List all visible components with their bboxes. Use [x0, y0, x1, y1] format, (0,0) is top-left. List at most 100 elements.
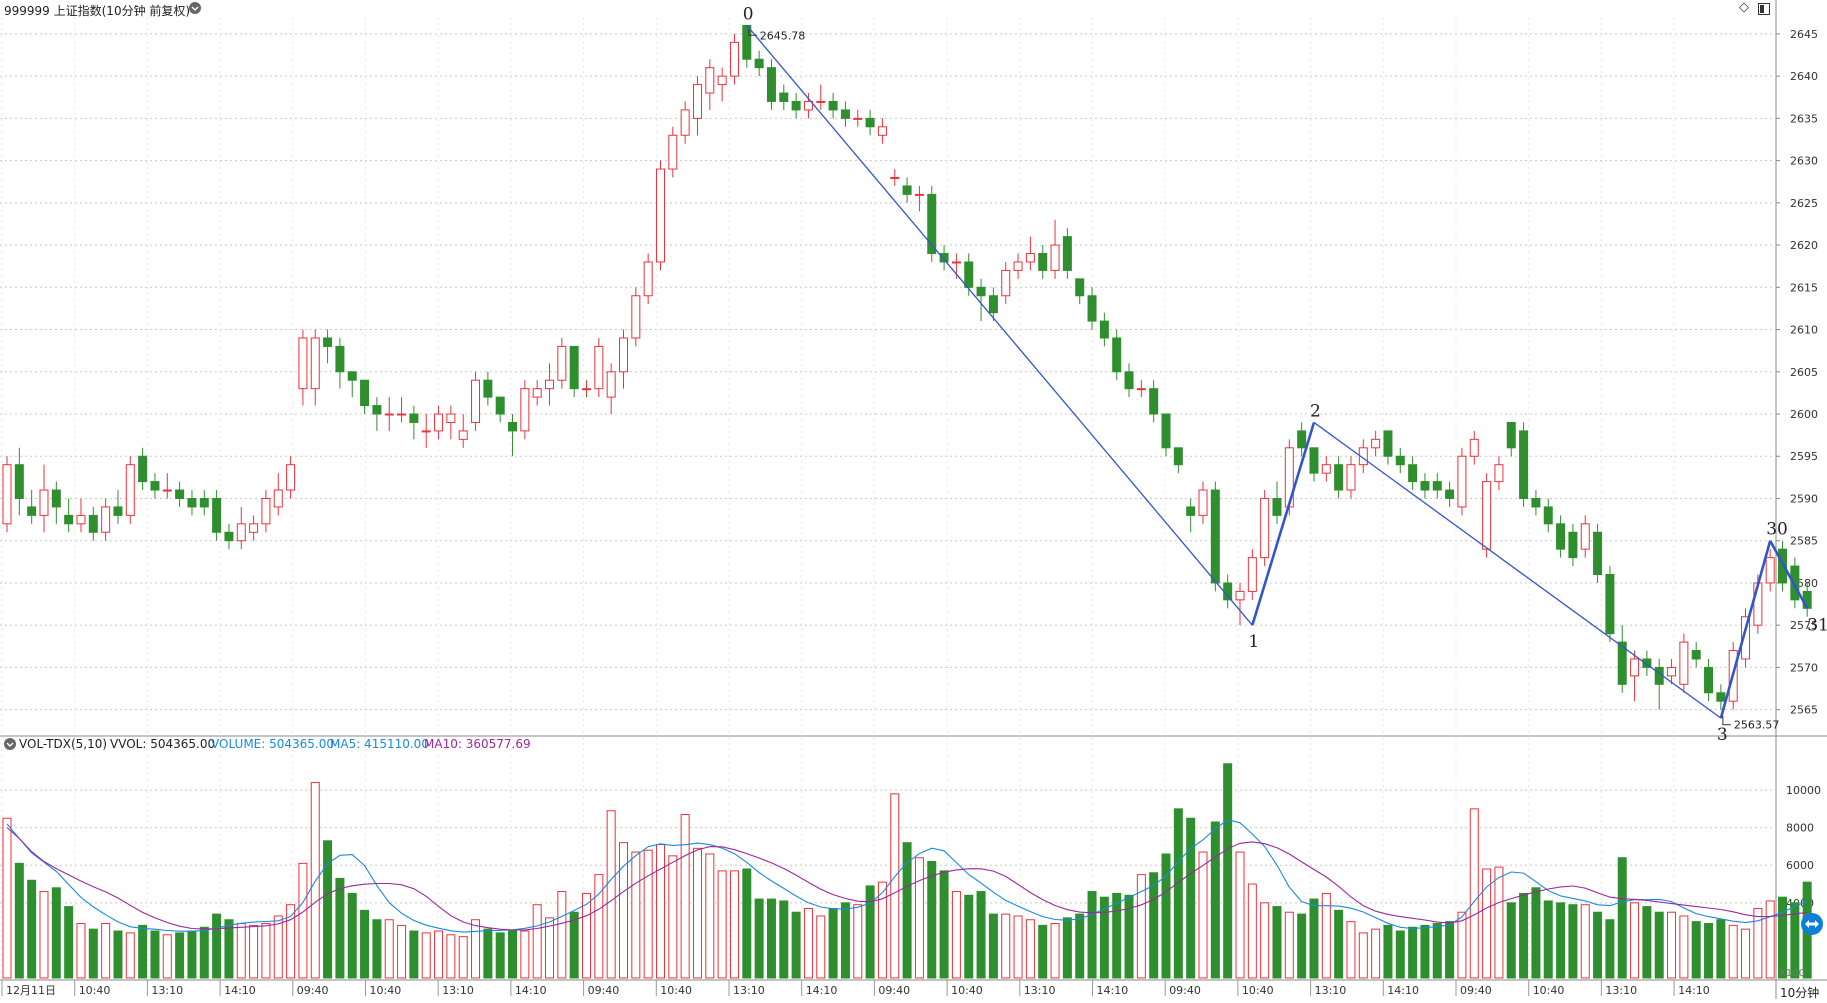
volume-bar: [212, 913, 222, 979]
volume-bar: [1716, 919, 1726, 979]
candle-body: [471, 379, 481, 423]
candle-body: [261, 497, 271, 525]
time-tick-label: 09:40: [1169, 984, 1201, 997]
volume-bar: [619, 842, 628, 979]
volume-bar: [927, 860, 937, 979]
candle-body: [1741, 616, 1751, 660]
candle-body: [175, 489, 185, 499]
volume-bar: [532, 904, 542, 979]
vol-dropdown-icon[interactable]: [4, 738, 16, 753]
volume-bar: [1630, 902, 1640, 979]
candle-body: [606, 371, 616, 398]
candle-body: [1346, 464, 1356, 491]
candle-body: [1136, 388, 1146, 391]
wave-line: [1251, 422, 1316, 626]
candle-body: [890, 176, 900, 179]
candle-body: [1494, 464, 1504, 483]
title-dropdown-icon[interactable]: [189, 2, 201, 17]
volume-bar: [175, 932, 185, 979]
candle-body: [582, 388, 592, 391]
candle-body: [619, 337, 628, 373]
candle-body: [125, 464, 135, 516]
price-tick-label: 2640: [1790, 70, 1818, 83]
candle-body: [224, 531, 234, 542]
volume-bar: [1667, 911, 1677, 979]
candle-body: [939, 253, 949, 263]
volume-bar: [286, 904, 296, 979]
volume-bar: [717, 870, 727, 979]
candle-body: [1383, 430, 1393, 457]
candle-body: [705, 67, 715, 94]
candle-body: [1395, 455, 1405, 466]
wave-line: [1769, 540, 1809, 609]
time-tick-label: 14:10: [1387, 984, 1419, 997]
wave-line: [1313, 421, 1722, 719]
time-tick-label: 14:10: [1097, 984, 1129, 997]
volume-bar: [1728, 924, 1738, 979]
vol-unit: X100: [1779, 968, 1805, 979]
candle-body: [594, 345, 604, 390]
candle-body: [1210, 489, 1220, 584]
teamviewer-icon[interactable]: [1800, 912, 1824, 939]
volume-bar: [939, 870, 949, 979]
volume-tick-label: 6000: [1786, 859, 1814, 872]
candle-body: [212, 497, 222, 533]
volume-bar: [729, 870, 739, 979]
candle-body: [828, 100, 838, 111]
time-tick-label: 10:40: [370, 984, 402, 997]
time-tick-label: 14:10: [224, 984, 256, 997]
time-tick-label: 13:10: [151, 984, 183, 997]
volume-bar: [1050, 923, 1060, 979]
candle-body: [742, 24, 752, 60]
candle-body: [1617, 641, 1627, 685]
ma5-line: [6, 819, 1808, 933]
volume-bar: [1124, 894, 1134, 979]
volume-bar: [483, 928, 493, 979]
volume-bar: [162, 934, 172, 979]
volume-bar: [816, 915, 826, 979]
volume-bar: [545, 917, 555, 979]
volume-bar: [643, 849, 653, 979]
candle-body: [557, 345, 567, 381]
volume-bar: [1445, 921, 1455, 979]
volume-bar: [705, 853, 715, 979]
volume-bar: [27, 879, 37, 979]
candle-body: [1667, 666, 1677, 677]
diamond-icon[interactable]: ◇: [1739, 0, 1749, 15]
volume-bar: [1062, 917, 1072, 979]
candle-body: [1543, 506, 1553, 525]
volume-bar: [1247, 883, 1257, 979]
time-tick-label: 13:10: [1315, 984, 1347, 997]
candle-body: [1716, 692, 1726, 702]
candle-body: [1309, 447, 1319, 474]
volume-bar: [1198, 851, 1208, 979]
candle-body: [360, 379, 370, 407]
candle-body: [495, 396, 505, 415]
volume-bar: [508, 930, 518, 979]
candle-body: [569, 345, 579, 390]
panel-toggle-icon[interactable]: [1758, 3, 1770, 18]
volume-bar: [323, 840, 333, 979]
candle-body: [249, 523, 259, 533]
volume-bar: [384, 919, 394, 979]
candle-body: [643, 261, 653, 297]
candle-body: [1297, 430, 1307, 449]
volume-bar: [680, 814, 690, 979]
candle-body: [1186, 506, 1196, 516]
volume-bar: [14, 862, 24, 979]
volume-bar: [1679, 915, 1689, 979]
volume-bar: [1149, 872, 1159, 979]
volume-bar: [976, 891, 986, 979]
candle-body: [1025, 253, 1035, 263]
volume-bar: [1186, 817, 1196, 979]
candle-body: [1321, 464, 1331, 474]
candle-body: [1778, 548, 1788, 584]
candle-body: [668, 134, 678, 170]
volume-bar: [1395, 930, 1405, 979]
volume-bar: [1753, 907, 1763, 979]
candle-body: [680, 109, 690, 136]
volume-bar: [76, 923, 86, 979]
wave-point-label: 0: [743, 4, 754, 24]
vol-indicator-name: VOL-TDX(5,10): [19, 737, 108, 751]
volume-bar: [631, 851, 641, 979]
